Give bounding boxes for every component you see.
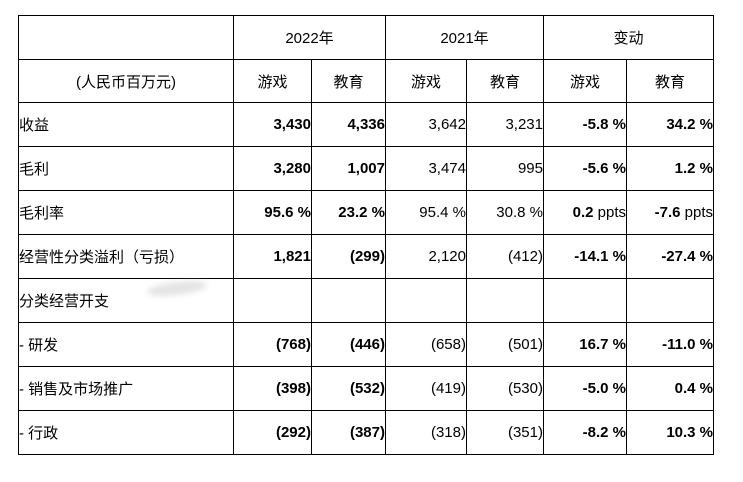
value-cell: (398) [233,366,312,411]
value-cell: 1.2 % [625,146,715,191]
value-cell: 4,336 [311,102,386,147]
table-row: 收益 3,430 4,336 3,642 3,231 -5.8 % 34.2 % [18,102,715,147]
value-cell: 3,474 [385,146,467,191]
table-row: 经营性分类溢利（亏损） 1,821 (299) 2,120 (412) -14.1 % -2… [18,234,715,279]
row-label: 分类经营开支 [18,278,234,323]
value-cell: (768) [233,322,312,367]
value-cell [466,278,544,323]
table-row: 分类经营开支 [18,278,715,323]
value-cell [233,278,312,323]
value-cell [543,278,627,323]
value-cell: -5.0 % [543,366,627,411]
value-cell: (446) [311,322,386,367]
value-cell: (292) [233,410,312,455]
value-cell: 3,280 [233,146,312,191]
value-cell: (419) [385,366,467,411]
value-cell: (299) [311,234,386,279]
corner-empty-cell [18,15,234,60]
year-2022-header: 2022年 [233,15,386,60]
value-cell: 1,821 [233,234,312,279]
value-cell: 3,231 [466,102,544,147]
table-row: - 研发 (768) (446) (658) (501) 16.7 % -11.0 % [18,322,715,367]
value-cell: -5.6 % [543,146,627,191]
value-cell: (658) [385,322,467,367]
value-cell: -11.0 % [625,322,715,367]
value-cell: 0.4 % [625,366,715,411]
value-cell: -5.8 % [543,102,627,147]
subheader-2022-education: 教育 [311,59,386,103]
table-row: 毛利 3,280 1,007 3,474 995 -5.6 % 1.2 % [18,146,715,191]
value-cell [385,278,467,323]
subheader-2021-games: 游戏 [385,59,467,103]
value-cell: (412) [466,234,544,279]
value-cell: (530) [466,366,544,411]
value-cell: 3,430 [233,102,312,147]
segment-header-row: (人民币百万元) 游戏 教育 游戏 教育 游戏 教育 [18,59,715,103]
year-header-row: 2022年 2021年 变动 [18,15,715,60]
row-label: - 行政 [18,410,234,455]
table-row: - 行政 (292) (387) (318) (351) -8.2 % 10.3 % [18,410,715,455]
unit-label: (人民币百万元) [18,59,234,103]
value-cell: 34.2 % [625,102,715,147]
value-cell: 3,642 [385,102,467,147]
table-body: 收益 3,430 4,336 3,642 3,231 -5.8 % 34.2 % 毛利 3,28… [18,102,715,455]
financial-table: 2022年 2021年 变动 (人民币百万元) 游戏 教育 游戏 教育 游戏 教… [18,15,715,455]
table-row: 毛利率 95.6 % 23.2 % 95.4 % 30.8 % 0.2 ppts -7.6 … [18,190,715,235]
row-label: - 研发 [18,322,234,367]
ppts-unit-suffix: ppts [684,204,714,221]
row-label: - 销售及市场推广 [18,366,234,411]
value-cell: (387) [311,410,386,455]
value-cell: 995 [466,146,544,191]
value-cell: 10.3 % [625,410,715,455]
value-cell: (318) [385,410,467,455]
value-cell: -8.2 % [543,410,627,455]
value-cell: 0.2 ppts [543,190,627,235]
table-row: - 销售及市场推广 (398) (532) (419) (530) -5.0 % 0.4 % [18,366,715,411]
ppts-unit-suffix: ppts [597,204,626,221]
value-cell: -27.4 % [625,234,715,279]
subheader-2022-games: 游戏 [233,59,312,103]
row-label: 毛利 [18,146,234,191]
subheader-change-games: 游戏 [543,59,627,103]
subheader-2021-education: 教育 [466,59,544,103]
value-cell: (532) [311,366,386,411]
value-cell: 95.6 % [233,190,312,235]
value-cell: (351) [466,410,544,455]
row-label: 经营性分类溢利（亏损） [18,234,234,279]
value-cell: -7.6 ppts [625,190,715,235]
value-cell: 16.7 % [543,322,627,367]
value-cell: 30.8 % [466,190,544,235]
value-cell: 1,007 [311,146,386,191]
value-cell: -14.1 % [543,234,627,279]
value-cell [625,278,715,323]
value-cell: 95.4 % [385,190,467,235]
change-header: 变动 [542,15,715,60]
value-cell [311,278,386,323]
value-cell: (501) [466,322,544,367]
row-label: 毛利率 [18,190,234,235]
row-label: 收益 [18,102,234,147]
year-2021-header: 2021年 [385,15,544,60]
value-cell: 2,120 [385,234,467,279]
subheader-change-education: 教育 [625,59,715,103]
value-cell: 23.2 % [311,190,386,235]
